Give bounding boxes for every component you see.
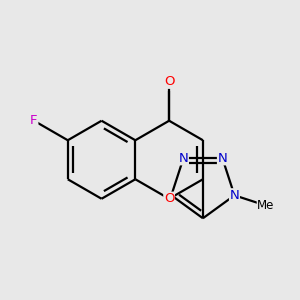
Text: Me: Me bbox=[257, 199, 275, 212]
Text: N: N bbox=[230, 189, 239, 202]
Text: F: F bbox=[30, 114, 38, 127]
Text: O: O bbox=[164, 192, 174, 205]
Text: N: N bbox=[218, 152, 227, 165]
Text: N: N bbox=[178, 152, 188, 165]
Text: O: O bbox=[164, 75, 174, 88]
